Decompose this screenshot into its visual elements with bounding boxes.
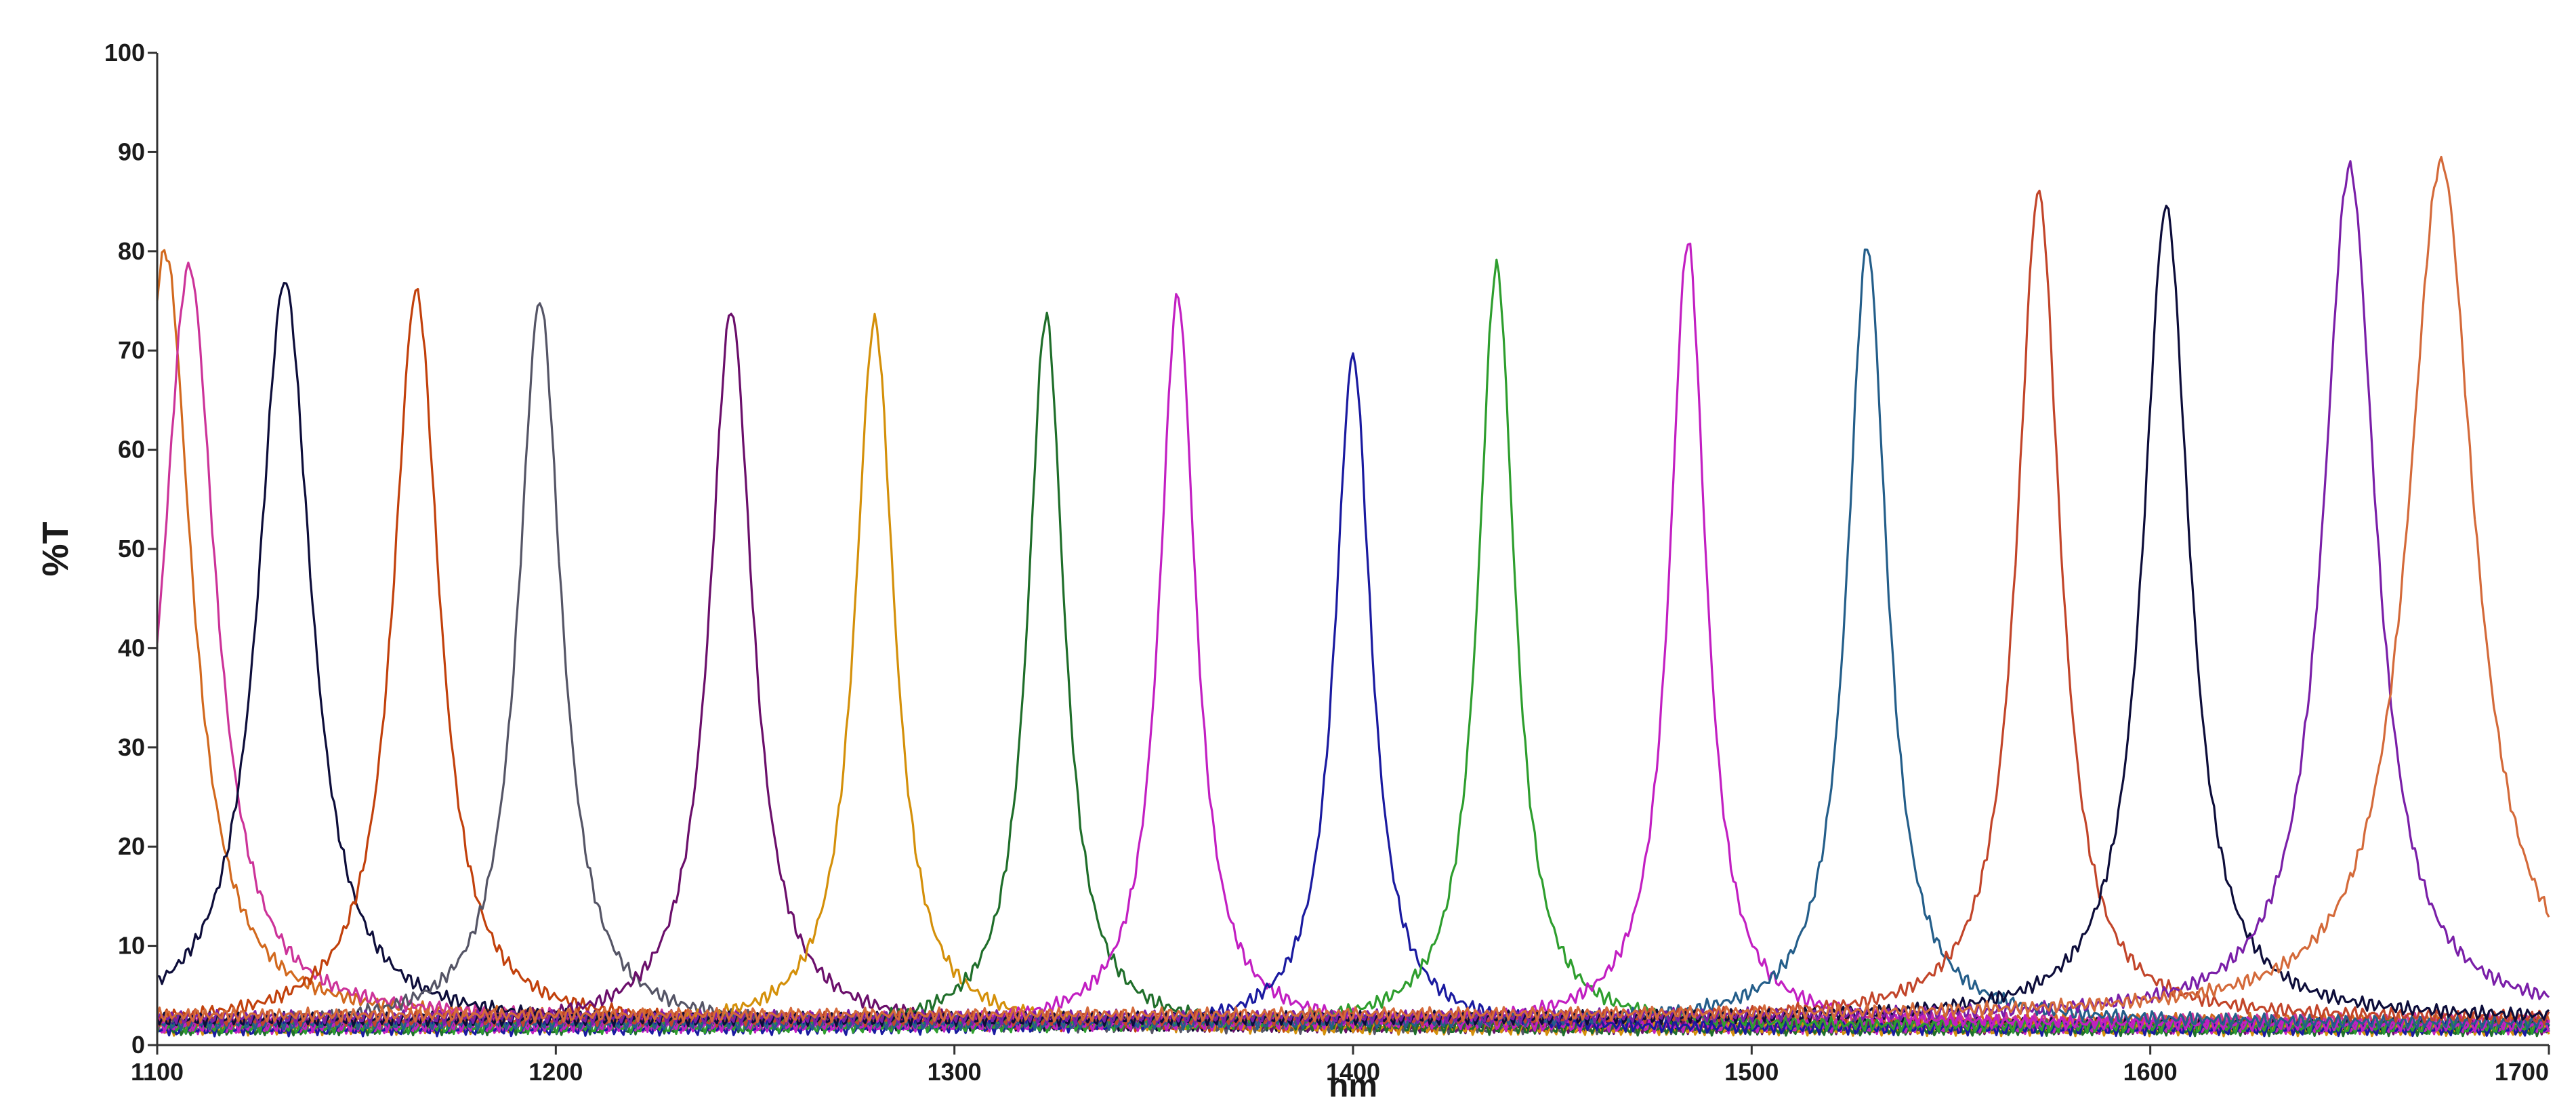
spectrum-series-line [156, 287, 2550, 1034]
x-tick-label: 1200 [528, 1058, 583, 1086]
spectrum-series-line [156, 243, 2550, 1034]
x-tick-label: 1400 [1326, 1058, 1380, 1086]
x-tick-label: 1100 [131, 1058, 184, 1086]
spectrum-series-line [156, 155, 2550, 1023]
spectrum-series-line [156, 312, 2550, 1038]
y-tick-label: 100 [104, 39, 145, 66]
x-axis-title: nm [1329, 1068, 1377, 1099]
y-ticks: 0 10 20 30 40 50 60 70 80 90 100 [104, 39, 157, 1059]
y-tick-label: 30 [118, 733, 145, 761]
series-layer [156, 155, 2550, 1038]
x-tick-label: 1300 [928, 1058, 982, 1086]
y-tick-label: 70 [118, 336, 145, 364]
y-axis-title: %T [35, 521, 76, 576]
y-tick-label: 90 [118, 138, 145, 165]
spectrum-series-line [156, 189, 2550, 1027]
spectrum-series-line [156, 311, 2550, 1038]
y-tick-label: 80 [118, 237, 145, 265]
y-tick-label: 40 [118, 634, 145, 661]
spectrum-series-line [156, 312, 2550, 1036]
x-tick-label: 1600 [2123, 1058, 2178, 1086]
y-tick-label: 10 [118, 932, 145, 960]
y-tick-label: 50 [118, 535, 145, 563]
x-tick-label: 1500 [1724, 1058, 1779, 1086]
spectrum-series-line [157, 302, 2550, 1036]
y-tick-label: 60 [118, 436, 145, 464]
x-tick-label: 1700 [2495, 1058, 2549, 1086]
spectrum-series-line [156, 352, 2550, 1038]
spectrum-series-line [156, 160, 2550, 1026]
y-tick-label: 0 [131, 1031, 145, 1059]
y-tick-label: 20 [118, 832, 145, 860]
spectrum-series-line [157, 282, 2550, 1034]
spectrum-series-line [156, 293, 2550, 1036]
spectrum-series-line [156, 248, 2549, 1032]
x-ticks: 1100 1200 1300 1400 1500 1600 1700 [131, 1045, 2550, 1086]
